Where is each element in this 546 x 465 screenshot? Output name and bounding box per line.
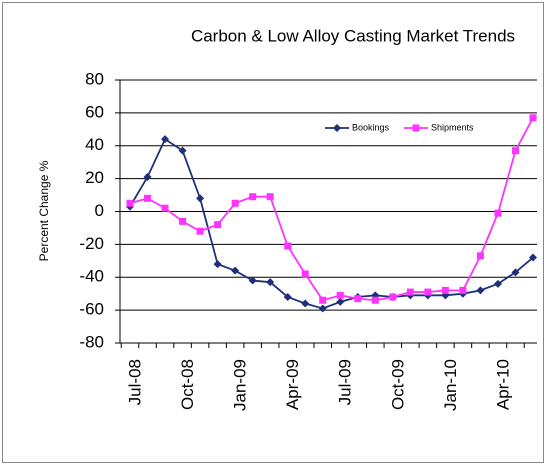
data-point (143, 172, 152, 181)
data-point (231, 266, 240, 275)
data-point (371, 296, 379, 304)
data-point (529, 114, 537, 122)
y-tick-label: 20 (85, 168, 104, 187)
legend-label: Bookings (352, 122, 390, 132)
x-tick-label: Apr-10 (493, 359, 512, 410)
data-point (214, 221, 222, 229)
data-point (511, 147, 519, 155)
data-point (213, 260, 222, 269)
y-tick-label: 80 (85, 69, 104, 88)
data-point (389, 293, 397, 301)
y-tick-label: -40 (79, 267, 104, 286)
y-tick-label: 40 (85, 135, 104, 154)
legend-marker (333, 124, 341, 132)
chart-title: Carbon & Low Alloy Casting Market Trends (191, 26, 515, 45)
y-tick-label: -60 (79, 300, 104, 319)
data-point (266, 278, 275, 287)
data-point (459, 286, 467, 294)
data-point (529, 253, 537, 262)
legend-marker (412, 124, 420, 132)
x-tick-label: Jan-10 (441, 359, 460, 411)
data-point (283, 292, 292, 301)
data-point (493, 279, 502, 288)
data-point (248, 276, 257, 285)
data-point (196, 227, 204, 235)
x-tick-label: Jul-09 (336, 359, 355, 405)
y-tick-label: -80 (79, 332, 104, 351)
data-point (318, 304, 327, 313)
data-point (354, 295, 362, 303)
legend-label: Shipments (431, 122, 474, 132)
y-tick-label: -20 (79, 234, 104, 253)
data-point (179, 217, 187, 225)
data-point (494, 209, 502, 217)
data-point (196, 194, 205, 203)
data-point (301, 270, 309, 278)
data-point (406, 288, 414, 296)
data-point (144, 194, 152, 202)
data-point (476, 286, 485, 295)
data-point (161, 135, 170, 144)
data-point (126, 199, 134, 207)
y-axis-label: Percent Change % (37, 160, 51, 261)
y-tick-label: 60 (85, 102, 104, 121)
data-point (178, 146, 187, 155)
data-point (301, 299, 310, 308)
data-point (336, 291, 344, 299)
data-point (511, 268, 520, 277)
data-point (319, 296, 327, 304)
x-tick-label: Jan-09 (231, 359, 250, 411)
data-point (249, 193, 257, 201)
data-point (231, 199, 239, 207)
x-tick-label: Jul-08 (125, 359, 144, 405)
data-point (266, 193, 274, 201)
data-point (336, 297, 345, 306)
x-tick-label: Oct-09 (388, 359, 407, 410)
data-point (441, 286, 449, 294)
data-point (284, 242, 292, 250)
x-tick-label: Apr-09 (283, 359, 302, 410)
data-point (476, 252, 484, 260)
data-point (161, 204, 169, 212)
x-tick-label: Oct-08 (178, 359, 197, 410)
data-point (424, 288, 432, 296)
y-tick-label: 0 (95, 201, 104, 220)
